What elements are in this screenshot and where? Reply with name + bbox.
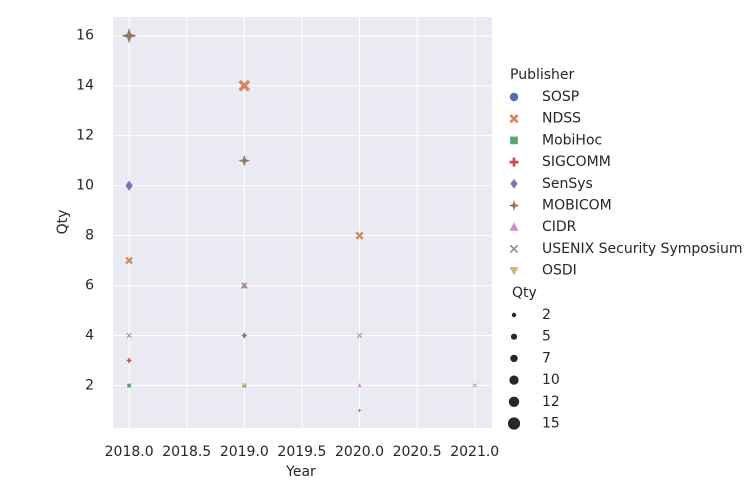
x-tick-label: 2021.0 (450, 444, 499, 460)
legend-marker (508, 200, 520, 211)
legend-label: MobiHoc (542, 132, 602, 148)
marker (238, 79, 251, 92)
marker (238, 154, 251, 167)
y-tick-label: 8 (85, 228, 94, 244)
y-axis-label: Qty (55, 210, 71, 235)
x-tick-label: 2019.0 (220, 444, 269, 460)
marker (121, 28, 137, 44)
legend-marker (509, 157, 519, 167)
marker (356, 332, 363, 339)
marker (241, 282, 248, 289)
x-tick-label: 2018.5 (162, 444, 211, 460)
marker (472, 383, 477, 388)
x-tick-label: 2018.0 (105, 444, 154, 460)
plot-area (113, 17, 492, 428)
legend-marker (509, 92, 519, 102)
legend-marker (510, 136, 518, 145)
y-tick-label: 14 (76, 78, 94, 94)
legend-label: MOBICOM (542, 198, 612, 214)
size-legend-label: 7 (542, 350, 551, 366)
x-tick-label: 2019.5 (277, 444, 326, 460)
legend-label: CIDR (542, 219, 577, 235)
size-legend-marker (511, 312, 517, 318)
legend-label: SenSys (542, 176, 593, 192)
marker (357, 383, 362, 388)
legend-marker (509, 244, 519, 254)
size-legend-label: 10 (542, 372, 560, 388)
size-legend-marker (510, 333, 518, 340)
marker (240, 332, 248, 339)
y-tick-label: 12 (76, 128, 94, 144)
size-legend-label: 12 (542, 394, 560, 410)
marker (126, 332, 132, 339)
size-legend-marker (510, 354, 518, 363)
x-tick-label: 2020.5 (393, 444, 442, 460)
y-tick-label: 10 (76, 178, 94, 194)
legend-marker (509, 222, 519, 231)
marker (126, 358, 132, 364)
legend-label: SOSP (542, 89, 579, 105)
marker (355, 231, 364, 240)
size-legend-marker (507, 417, 521, 430)
legend-marker (509, 114, 519, 124)
legend-label: SIGCOMM (542, 154, 611, 170)
legend-marker (509, 267, 519, 276)
y-tick-label: 4 (85, 328, 94, 344)
legend-marker (510, 178, 518, 189)
marker (125, 256, 133, 265)
legend-label: USENIX Security Symposium (542, 241, 743, 257)
size-legend-title: Qty (512, 285, 537, 301)
x-axis-label: Year (285, 464, 316, 480)
size-legend-marker (508, 396, 520, 407)
y-tick-label: 6 (85, 278, 94, 294)
marker (125, 180, 133, 191)
legend-title: Publisher (510, 67, 575, 83)
marker (357, 408, 362, 413)
y-tick-label: 2 (85, 378, 94, 394)
marker (242, 383, 247, 388)
size-legend-label: 15 (542, 416, 560, 432)
legend-label: OSDI (542, 263, 577, 279)
size-legend-marker (509, 375, 519, 385)
y-tick-label: 16 (76, 28, 94, 44)
legend-label: NDSS (542, 111, 581, 127)
size-legend-label: 2 (542, 307, 551, 323)
marker (127, 383, 131, 388)
x-tick-label: 2020.0 (335, 444, 384, 460)
size-legend-label: 5 (542, 329, 551, 345)
